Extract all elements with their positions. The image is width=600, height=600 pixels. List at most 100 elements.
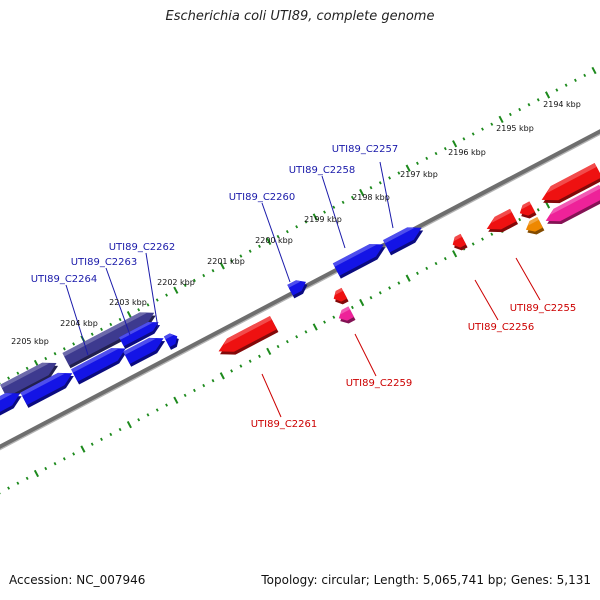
scale-label: 2197 kbp xyxy=(400,170,438,179)
minor-tick xyxy=(118,317,122,322)
gene-features xyxy=(0,163,600,426)
forward-gene-label: UTI89_C2258 xyxy=(289,165,356,176)
minor-tick xyxy=(304,330,308,334)
minor-tick xyxy=(397,281,401,285)
gene-fwd-e xyxy=(119,321,161,350)
major-tick xyxy=(452,250,458,258)
gene-rev-2259 xyxy=(338,306,356,324)
minor-tick xyxy=(239,364,243,368)
minor-tick xyxy=(434,151,438,156)
minor-tick xyxy=(350,195,354,200)
gene-fwd-2258 xyxy=(332,244,386,279)
minor-tick xyxy=(332,315,336,319)
gene-rev-2261 xyxy=(218,315,279,355)
minor-tick xyxy=(508,112,512,117)
major-tick xyxy=(405,274,411,282)
minor-tick xyxy=(369,186,373,190)
minor-tick xyxy=(323,320,326,324)
minor-tick xyxy=(16,371,20,375)
minor-tick xyxy=(388,286,392,290)
major-tick xyxy=(498,115,504,123)
minor-tick xyxy=(100,327,103,331)
minor-tick xyxy=(62,457,66,461)
gene-rev-2255b xyxy=(545,184,600,225)
leader-line xyxy=(474,279,499,321)
minor-tick xyxy=(369,296,373,300)
reverse-gene-label: UTI89_C2259 xyxy=(346,378,413,389)
minor-tick xyxy=(462,137,466,141)
scale-label: 2201 kbp xyxy=(207,257,245,266)
gene-rev-a xyxy=(333,287,349,305)
scale-label: 2198 kbp xyxy=(352,193,390,202)
major-tick xyxy=(219,262,225,270)
map-title: Escherichia coli UTI89, complete genome xyxy=(165,9,435,24)
minor-tick xyxy=(90,442,94,446)
minor-tick xyxy=(72,452,76,456)
minor-tick xyxy=(481,237,484,241)
minor-tick xyxy=(425,156,429,161)
minor-tick xyxy=(248,359,252,363)
minor-tick xyxy=(155,408,159,412)
minor-tick xyxy=(137,418,141,422)
genome-stats-text: Topology: circular; Length: 5,065,741 bp… xyxy=(261,573,591,587)
minor-tick xyxy=(471,132,475,136)
gene-rev-orange xyxy=(525,216,545,235)
minor-tick xyxy=(583,73,587,78)
minor-tick xyxy=(555,88,559,92)
major-tick xyxy=(33,469,40,478)
scale-label: 2199 kbp xyxy=(304,215,342,224)
minor-tick xyxy=(490,232,494,236)
gene-fwd-2257 xyxy=(383,227,424,256)
leader-line xyxy=(145,252,159,329)
forward-gene-label: UTI89_C2260 xyxy=(229,192,296,203)
minor-tick xyxy=(471,242,475,246)
minor-tick xyxy=(211,379,215,383)
major-tick xyxy=(359,298,365,307)
minor-tick xyxy=(146,303,150,307)
minor-tick xyxy=(248,249,252,253)
minor-tick xyxy=(378,291,382,295)
reverse-gene-label: UTI89_C2255 xyxy=(510,303,577,314)
scale-label: 2195 kbp xyxy=(496,124,534,133)
leader-line xyxy=(261,202,291,283)
minor-tick xyxy=(490,122,494,126)
minor-tick xyxy=(481,127,484,131)
minor-tick xyxy=(25,366,29,371)
minor-tick xyxy=(425,266,429,271)
minor-tick xyxy=(44,466,48,471)
minor-tick xyxy=(183,283,187,288)
scale-label: 2196 kbp xyxy=(448,148,486,157)
minor-tick xyxy=(202,383,206,388)
major-tick xyxy=(359,188,365,197)
gene-rev-c xyxy=(519,201,537,219)
minor-tick xyxy=(416,271,419,275)
minor-tick xyxy=(536,98,540,102)
minor-tick xyxy=(527,103,531,107)
major-tick xyxy=(312,323,318,331)
minor-tick xyxy=(109,322,113,327)
minor-tick xyxy=(564,83,568,87)
minor-tick xyxy=(53,462,57,466)
minor-tick xyxy=(62,347,66,351)
leader-line xyxy=(354,333,377,377)
gene-rev-2255a xyxy=(541,163,600,204)
minor-tick xyxy=(25,476,29,481)
gene-fwd-b xyxy=(20,372,74,408)
minor-tick xyxy=(211,269,215,273)
minor-tick xyxy=(183,393,187,398)
minor-tick xyxy=(230,369,234,373)
minor-tick xyxy=(323,210,326,214)
minor-tick xyxy=(118,427,122,432)
minor-tick xyxy=(518,217,522,222)
minor-tick xyxy=(285,229,289,234)
minor-tick xyxy=(7,486,11,490)
leader-line xyxy=(515,257,541,301)
minor-tick xyxy=(295,225,299,229)
minor-tick xyxy=(304,220,308,224)
reverse-gene-label: UTI89_C2261 xyxy=(251,419,318,430)
minor-tick xyxy=(137,308,141,312)
gene-rev-b xyxy=(452,233,468,251)
minor-tick xyxy=(109,432,113,437)
major-tick xyxy=(266,347,272,356)
